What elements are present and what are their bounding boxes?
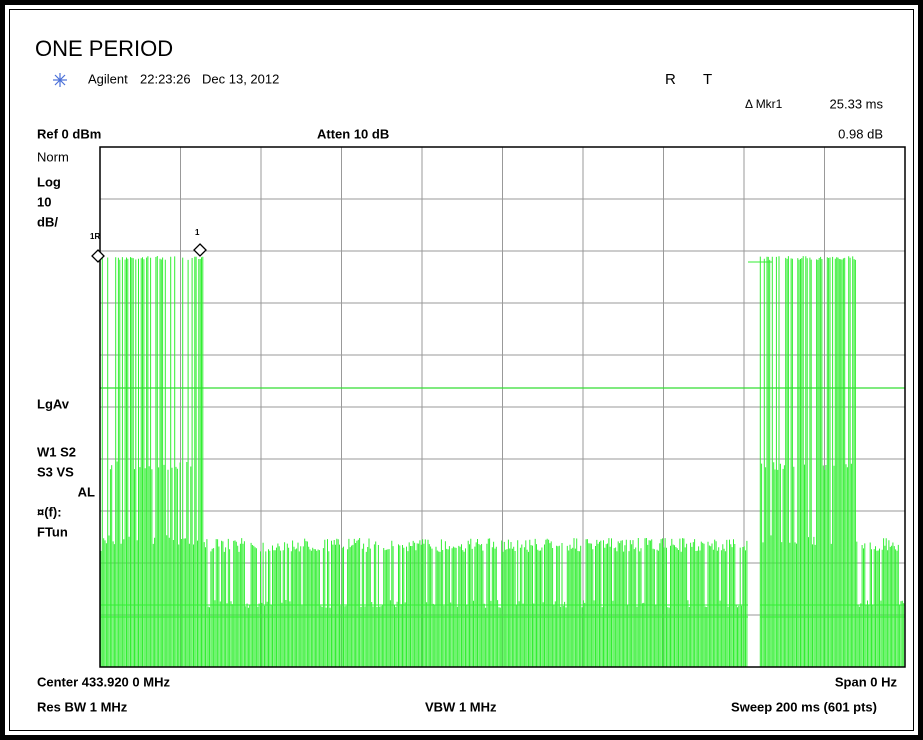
side-label: ¤(f):: [37, 504, 62, 519]
side-label: S3 VS: [37, 464, 74, 479]
title: ONE PERIOD: [35, 36, 173, 61]
inner-frame: [9, 9, 914, 731]
marker-diamond: [193, 243, 207, 257]
marker-tag: 1R: [90, 232, 100, 241]
side-label: dB/: [37, 214, 58, 229]
side-panel: Norm Log 10 dB/LgAv W1 S2 S3 VS AL ¤(f): FTun: [37, 149, 95, 539]
side-label: Norm: [37, 149, 69, 164]
date: Dec 13, 2012: [202, 71, 279, 86]
marker-time: 25.33 ms: [830, 96, 884, 111]
graticule-border: [99, 146, 906, 668]
time: 22:23:26: [140, 71, 191, 86]
marker-label: Δ Mkr1: [745, 97, 783, 111]
trace-floor: [100, 261, 905, 618]
status-t: T: [703, 71, 712, 88]
sweep: Sweep 200 ms (601 pts): [731, 699, 877, 714]
trace: [100, 256, 905, 667]
side-label: AL: [78, 484, 95, 499]
agilent-logo: [53, 73, 67, 87]
rbw: Res BW 1 MHz: [37, 699, 128, 714]
side-label: 10: [37, 194, 51, 209]
marker-level: 0.98 dB: [838, 126, 883, 141]
side-label: W1 S2: [37, 444, 76, 459]
source: Agilent: [88, 71, 128, 86]
marker-tag: 1: [195, 228, 200, 237]
ref-level: Ref 0 dBm: [37, 126, 101, 141]
trace-pulses: [100, 256, 905, 667]
status-r: R: [665, 71, 676, 88]
side-label: LgAv: [37, 396, 70, 411]
marker-ref-diamond: [91, 249, 105, 263]
side-label: Log: [37, 174, 61, 189]
attenuation: Atten 10 dB: [317, 126, 389, 141]
center-freq: Center 433.920 0 MHz: [37, 674, 170, 689]
side-label: FTun: [37, 524, 68, 539]
span: Span 0 Hz: [835, 674, 898, 689]
vbw: VBW 1 MHz: [425, 699, 497, 714]
